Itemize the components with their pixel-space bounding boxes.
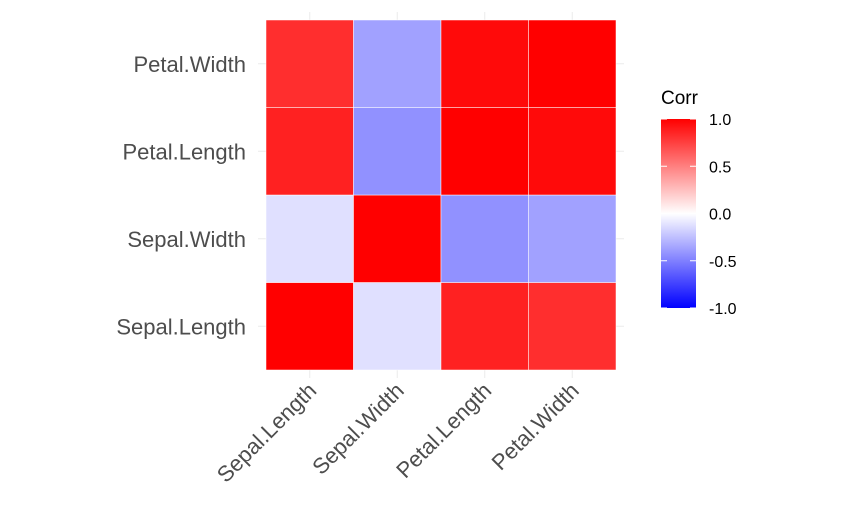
heatmap-cell-petal-width-sepal-length [528,282,617,371]
heatmap-cell-sepal-length-petal-length [265,107,354,196]
heatmap-cell-sepal-width-petal-width [353,19,442,108]
heatmap-cell-petal-length-petal-length [440,107,529,196]
legend-tick-label: -0.5 [709,254,737,271]
legend-ticks: 1.0 0.5 0.0 -0.5 -1.0 [661,112,737,318]
legend-tick-label: 1.0 [709,112,731,129]
heatmap-cell-petal-width-petal-length [528,107,617,196]
y-tick-label: Sepal.Length [116,314,246,339]
y-tick-label: Petal.Length [122,139,246,164]
x-tick-label: Petal.Width [487,378,584,475]
legend-tick-label: -1.0 [709,301,737,318]
color-legend: Corr 1.0 0.5 0.0 -0.5 -1.0 [661,88,737,318]
heatmap-cell-petal-length-sepal-length [440,282,529,371]
legend-title: Corr [661,88,699,109]
heatmap-cells [265,19,617,371]
x-tick-label: Petal.Length [391,378,496,483]
x-tick-label: Sepal.Length [212,378,321,487]
y-axis-tick-labels: Sepal.Length Sepal.Width Petal.Length Petal… [116,52,246,340]
heatmap-cell-sepal-length-sepal-length [265,282,354,371]
y-tick-label: Sepal.Width [127,227,246,252]
heatmap-cell-sepal-width-sepal-width [353,194,442,283]
heatmap-cell-sepal-width-petal-length [353,107,442,196]
heatmap-cell-petal-length-sepal-width [440,194,529,283]
heatmap-cell-sepal-length-petal-width [265,19,354,108]
legend-tick-label: 0.0 [709,207,731,224]
heatmap-cell-petal-length-petal-width [440,19,529,108]
x-axis-tick-labels: Sepal.LengthSepal.WidthPetal.LengthPetal… [212,378,584,487]
legend-tick-label: 0.5 [709,159,731,176]
heatmap-cell-petal-width-petal-width [528,19,617,108]
y-tick-label: Petal.Width [134,52,247,77]
heatmap-cell-sepal-width-sepal-length [353,282,442,371]
heatmap-cell-sepal-length-sepal-width [265,194,354,283]
heatmap-cell-petal-width-sepal-width [528,194,617,283]
